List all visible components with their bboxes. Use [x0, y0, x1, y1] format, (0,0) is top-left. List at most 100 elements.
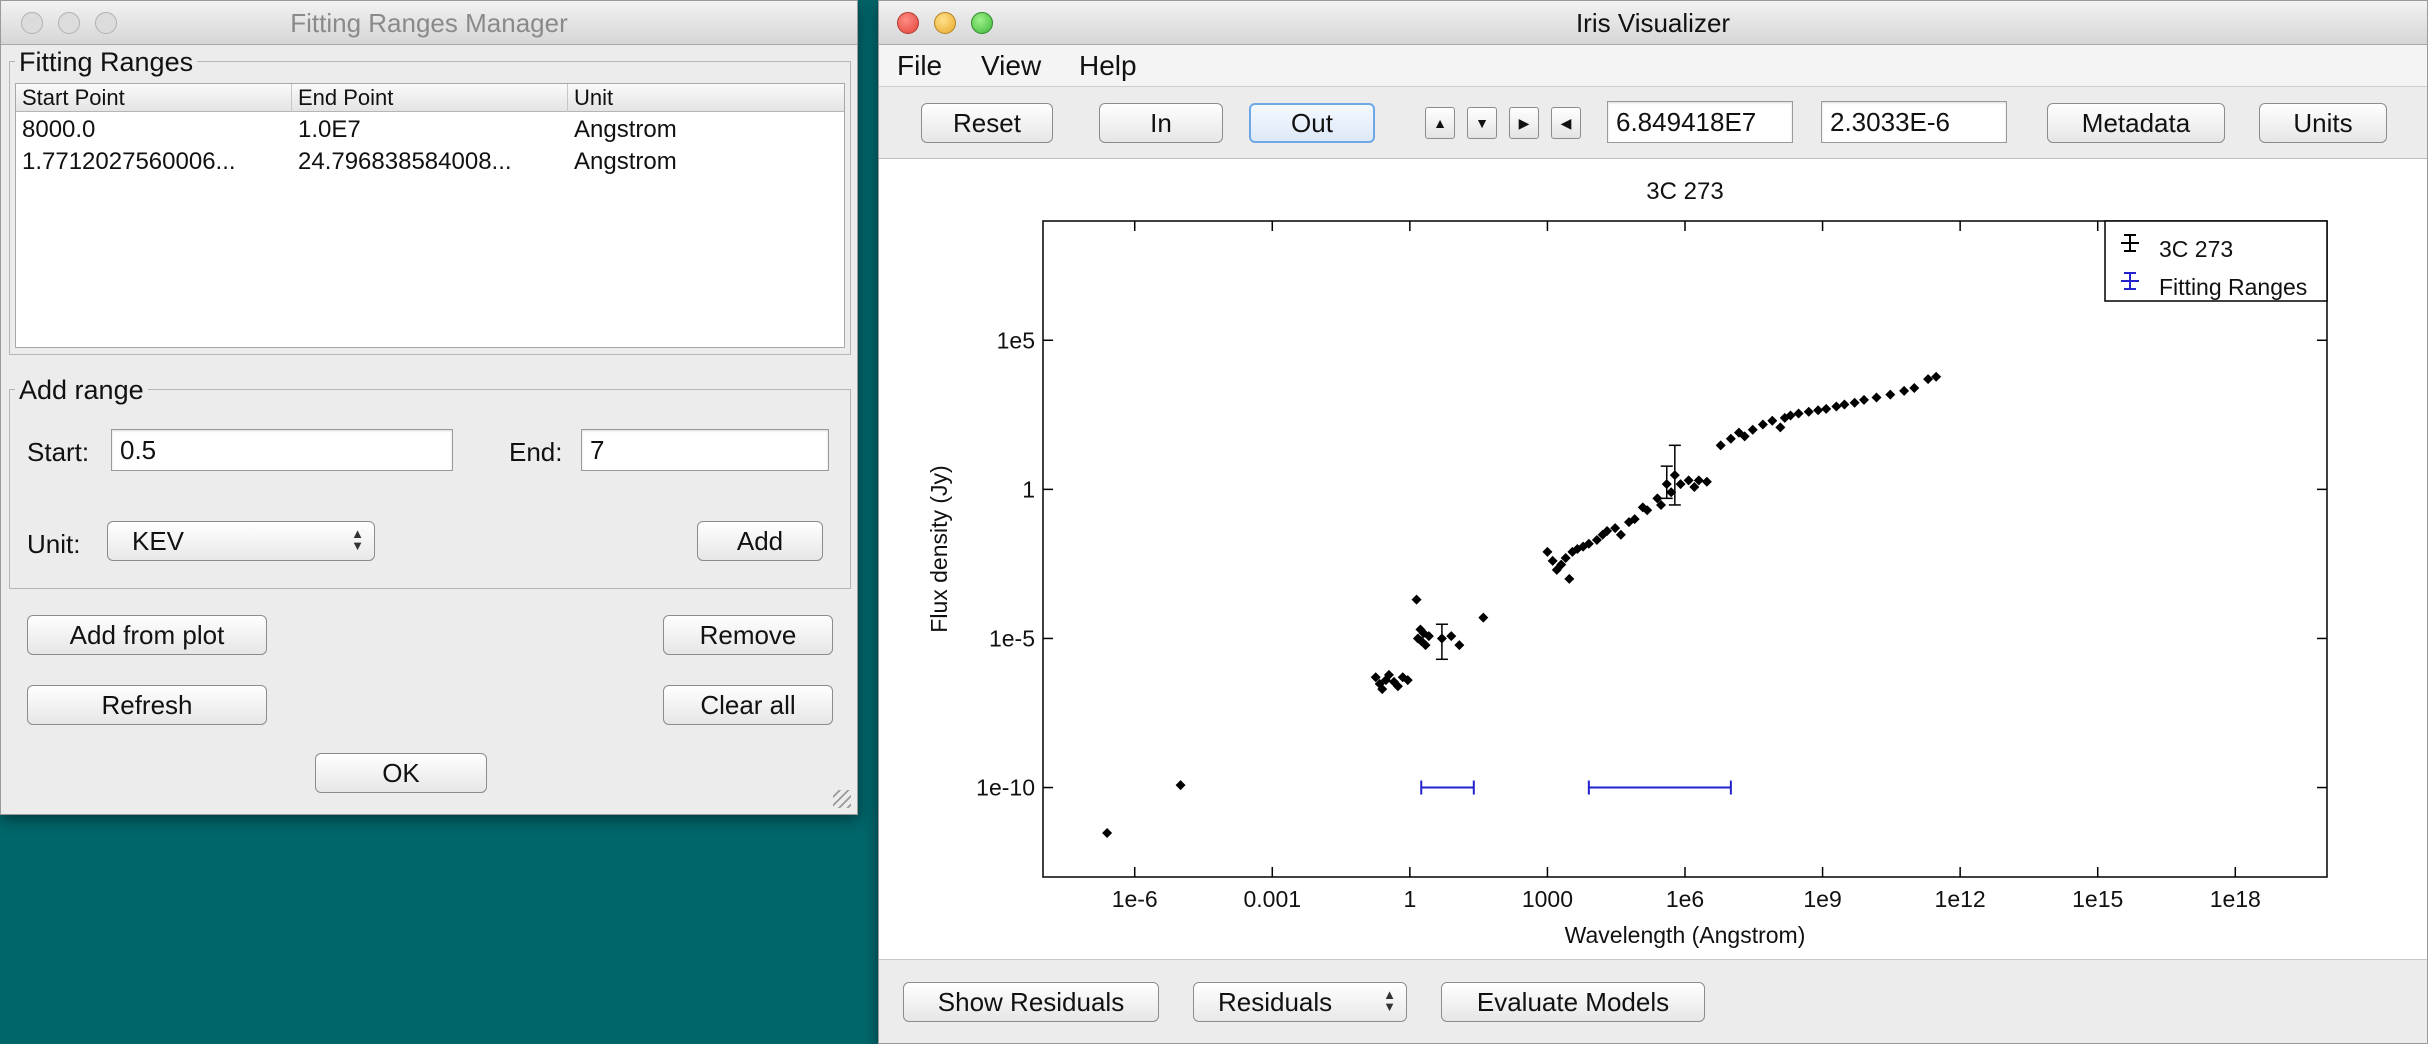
coordinate-x-field[interactable]: 6.849418E7 [1607, 101, 1793, 143]
menu-help[interactable]: Help [1079, 50, 1137, 81]
data-point [1392, 681, 1403, 692]
minimize-window-icon[interactable] [58, 12, 80, 34]
close-window-icon[interactable] [897, 12, 919, 34]
cell-start: 8000.0 [22, 116, 96, 143]
table-row[interactable]: 1.7712027560006... 24.796838584008... An… [16, 146, 844, 178]
x-tick-label: 1e6 [1666, 886, 1704, 912]
y-tick-label: 1e-5 [989, 625, 1035, 651]
fitting-manager-titlebar[interactable]: Fitting Ranges Manager [1, 1, 857, 45]
menu-bar: File View Help [879, 45, 2427, 87]
unit-select-value: KEV [132, 526, 185, 556]
zoom-window-icon[interactable] [971, 12, 993, 34]
y-tick-label: 1 [1022, 476, 1035, 502]
zoom-in-button[interactable]: In [1099, 103, 1223, 143]
plot-area[interactable]: 3C 273 1e-6 0.001 1 1000 1e6 1e9 1e12 1e15 1e18 1e… [879, 159, 2427, 959]
cell-unit: Angstrom [574, 148, 677, 175]
pan-left-icon[interactable]: ◀ [1551, 107, 1581, 139]
unit-label: Unit: [27, 529, 81, 559]
data-point [1652, 493, 1663, 504]
zoom-out-button[interactable]: Out [1249, 103, 1375, 143]
clear-all-button[interactable]: Clear all [663, 685, 833, 725]
data-point [1871, 392, 1882, 403]
data-point [1175, 780, 1186, 791]
data-point [1858, 394, 1869, 405]
legend-entry: 3C 273 [2159, 236, 2233, 262]
data-point [1849, 397, 1860, 408]
data-point [1785, 410, 1796, 421]
data-point [1931, 371, 1942, 382]
units-button[interactable]: Units [2259, 103, 2387, 143]
x-tick-label: 1 [1403, 886, 1416, 912]
data-point [1591, 535, 1602, 546]
data-point [1637, 502, 1648, 513]
zoom-window-icon[interactable] [95, 12, 117, 34]
column-header-end-point[interactable]: End Point [292, 84, 568, 112]
menu-file[interactable]: File [897, 50, 943, 81]
cell-unit: Angstrom [574, 116, 677, 143]
evaluate-models-button[interactable]: Evaluate Models [1441, 982, 1705, 1022]
remove-button[interactable]: Remove [663, 615, 833, 655]
toolbar: Reset In Out ▲ ▼ ▶ ◀ 6.849418E7 2.3033E-… [879, 87, 2427, 159]
data-point [1423, 631, 1434, 642]
legend-entry: Fitting Ranges [2159, 274, 2307, 300]
data-point [1383, 669, 1394, 680]
data-point [1370, 672, 1381, 683]
start-input[interactable]: 0.5 [111, 429, 453, 471]
data-point [1747, 424, 1758, 435]
data-point [1757, 419, 1768, 430]
menu-view[interactable]: View [981, 50, 1042, 81]
residuals-select[interactable]: Residuals ▲ ▼ [1193, 982, 1407, 1022]
add-from-plot-button[interactable]: Add from plot [27, 615, 267, 655]
sed-plot[interactable]: 3C 273 1e-6 0.001 1 1000 1e6 1e9 1e12 1e15 1e18 1e… [879, 159, 2427, 959]
cell-end: 1.0E7 [298, 116, 361, 143]
close-window-icon[interactable] [21, 12, 43, 34]
data-point [1683, 475, 1694, 486]
refresh-button[interactable]: Refresh [27, 685, 267, 725]
minimize-window-icon[interactable] [934, 12, 956, 34]
data-point [1813, 405, 1824, 416]
table-row[interactable]: 8000.0 1.0E7 Angstrom [16, 114, 844, 146]
window-title: Fitting Ranges Manager [290, 8, 568, 38]
pan-right-icon[interactable]: ▶ [1509, 107, 1539, 139]
fitting-ranges-group-title: Fitting Ranges [15, 47, 198, 78]
show-residuals-button[interactable]: Show Residuals [903, 982, 1159, 1022]
coordinate-y-field[interactable]: 2.3033E-6 [1821, 101, 2007, 143]
data-point [1767, 415, 1778, 426]
pan-down-icon[interactable]: ▼ [1467, 107, 1497, 139]
resize-grip-icon[interactable] [833, 790, 851, 808]
y-axis-label: Flux density (Jy) [926, 465, 952, 632]
cell-end: 24.796838584008... [298, 148, 512, 175]
unit-select[interactable]: KEV ▲ ▼ [107, 521, 375, 561]
data-point [1839, 399, 1850, 410]
data-point [1642, 505, 1653, 516]
data-point [1923, 374, 1934, 385]
x-tick-label: 1e9 [1803, 886, 1841, 912]
data-point [1821, 403, 1832, 414]
fitting-ranges-table[interactable]: Start Point End Point Unit 8000.0 1.0E7 … [15, 83, 845, 348]
column-header-unit[interactable]: Unit [574, 85, 614, 110]
visualizer-titlebar[interactable]: Iris Visualizer [879, 1, 2427, 45]
column-header-start-point[interactable]: Start Point [16, 84, 292, 112]
end-input[interactable]: 7 [581, 429, 829, 471]
metadata-button[interactable]: Metadata [2047, 103, 2225, 143]
data-point [1693, 475, 1704, 486]
cell-start: 1.7712027560006... [22, 148, 236, 175]
fitting-ranges-manager-window: Fitting Ranges Manager Fitting Ranges St… [0, 0, 858, 815]
start-label: Start: [27, 437, 90, 467]
data-point [1739, 431, 1750, 442]
data-point [1689, 482, 1700, 493]
reset-button[interactable]: Reset [921, 103, 1053, 143]
data-point [1564, 573, 1575, 584]
pan-up-icon[interactable]: ▲ [1425, 107, 1455, 139]
data-point [1899, 385, 1910, 396]
add-button[interactable]: Add [697, 521, 823, 561]
ok-button[interactable]: OK [315, 753, 487, 793]
up-down-arrows-icon: ▲ ▼ [1383, 987, 1396, 1014]
x-tick-label: 1000 [1522, 886, 1573, 912]
data-point [1715, 440, 1726, 451]
data-point [1885, 389, 1896, 400]
add-range-group [9, 389, 851, 589]
data-point [1656, 499, 1667, 510]
y-tick-label: 1e-10 [976, 775, 1035, 801]
fitting-ranges-group [9, 61, 851, 355]
